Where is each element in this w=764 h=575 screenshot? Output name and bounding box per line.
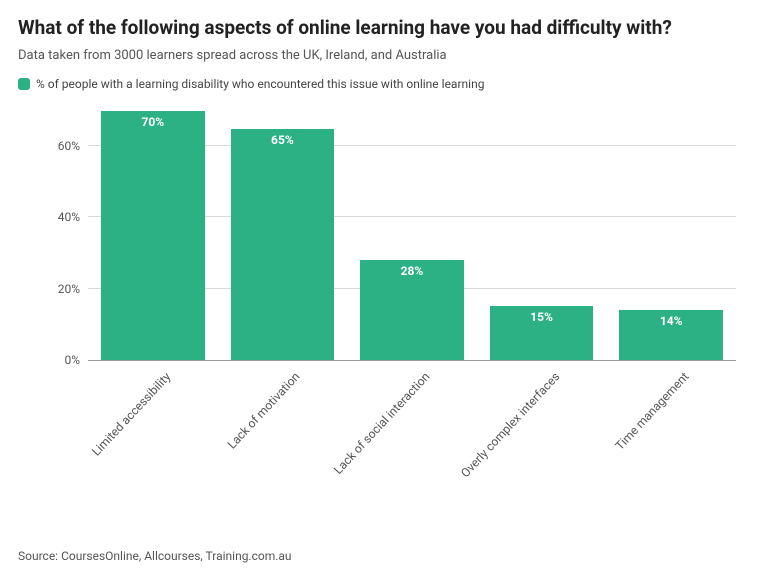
- plot-area: 0%20%40%60%70%Limited accessibility65%La…: [88, 111, 736, 361]
- y-axis-label: 20%: [58, 282, 88, 296]
- x-axis-label: Lack of motivation: [219, 364, 303, 451]
- y-axis-label: 60%: [58, 139, 88, 153]
- y-axis-label: 40%: [58, 210, 88, 224]
- bar-slot: 14%Time management: [606, 111, 736, 360]
- bar-value-label: 15%: [530, 310, 553, 324]
- bar: 65%: [231, 129, 335, 360]
- x-axis-label: Lack of social interaction: [325, 364, 432, 477]
- bar-value-label: 28%: [401, 264, 424, 278]
- bar-value-label: 14%: [660, 314, 683, 328]
- bars: 70%Limited accessibility65%Lack of motiv…: [88, 111, 736, 360]
- y-axis-label: 0%: [64, 353, 88, 367]
- bar: 14%: [619, 310, 723, 360]
- chart: 0%20%40%60%70%Limited accessibility65%La…: [48, 101, 746, 471]
- x-axis-label: Overly complex interfaces: [452, 364, 562, 480]
- bar: 15%: [490, 306, 594, 359]
- bar-value-label: 70%: [141, 115, 164, 129]
- bar: 28%: [360, 260, 464, 360]
- bar: 70%: [101, 111, 205, 360]
- legend: % of people with a learning disability w…: [18, 77, 746, 91]
- chart-title: What of the following aspects of online …: [18, 16, 746, 40]
- bar-slot: 28%Lack of social interaction: [347, 111, 477, 360]
- bar-slot: 70%Limited accessibility: [88, 111, 218, 360]
- x-axis-label: Time management: [607, 364, 692, 453]
- legend-swatch: [18, 78, 30, 90]
- bar-value-label: 65%: [271, 133, 294, 147]
- x-axis-label: Limited accessibility: [83, 364, 173, 459]
- bar-slot: 15%Overly complex interfaces: [477, 111, 607, 360]
- bar-slot: 65%Lack of motivation: [218, 111, 348, 360]
- legend-label: % of people with a learning disability w…: [36, 77, 484, 91]
- chart-subtitle: Data taken from 3000 learners spread acr…: [18, 48, 746, 63]
- source-text: Source: CoursesOnline, Allcourses, Train…: [18, 549, 292, 563]
